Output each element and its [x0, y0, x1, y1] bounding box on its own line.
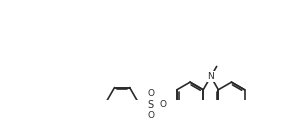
Text: O: O — [147, 89, 154, 98]
Text: S: S — [148, 100, 154, 110]
Text: O: O — [160, 100, 167, 109]
Text: N: N — [207, 72, 214, 81]
Text: O: O — [147, 111, 154, 119]
